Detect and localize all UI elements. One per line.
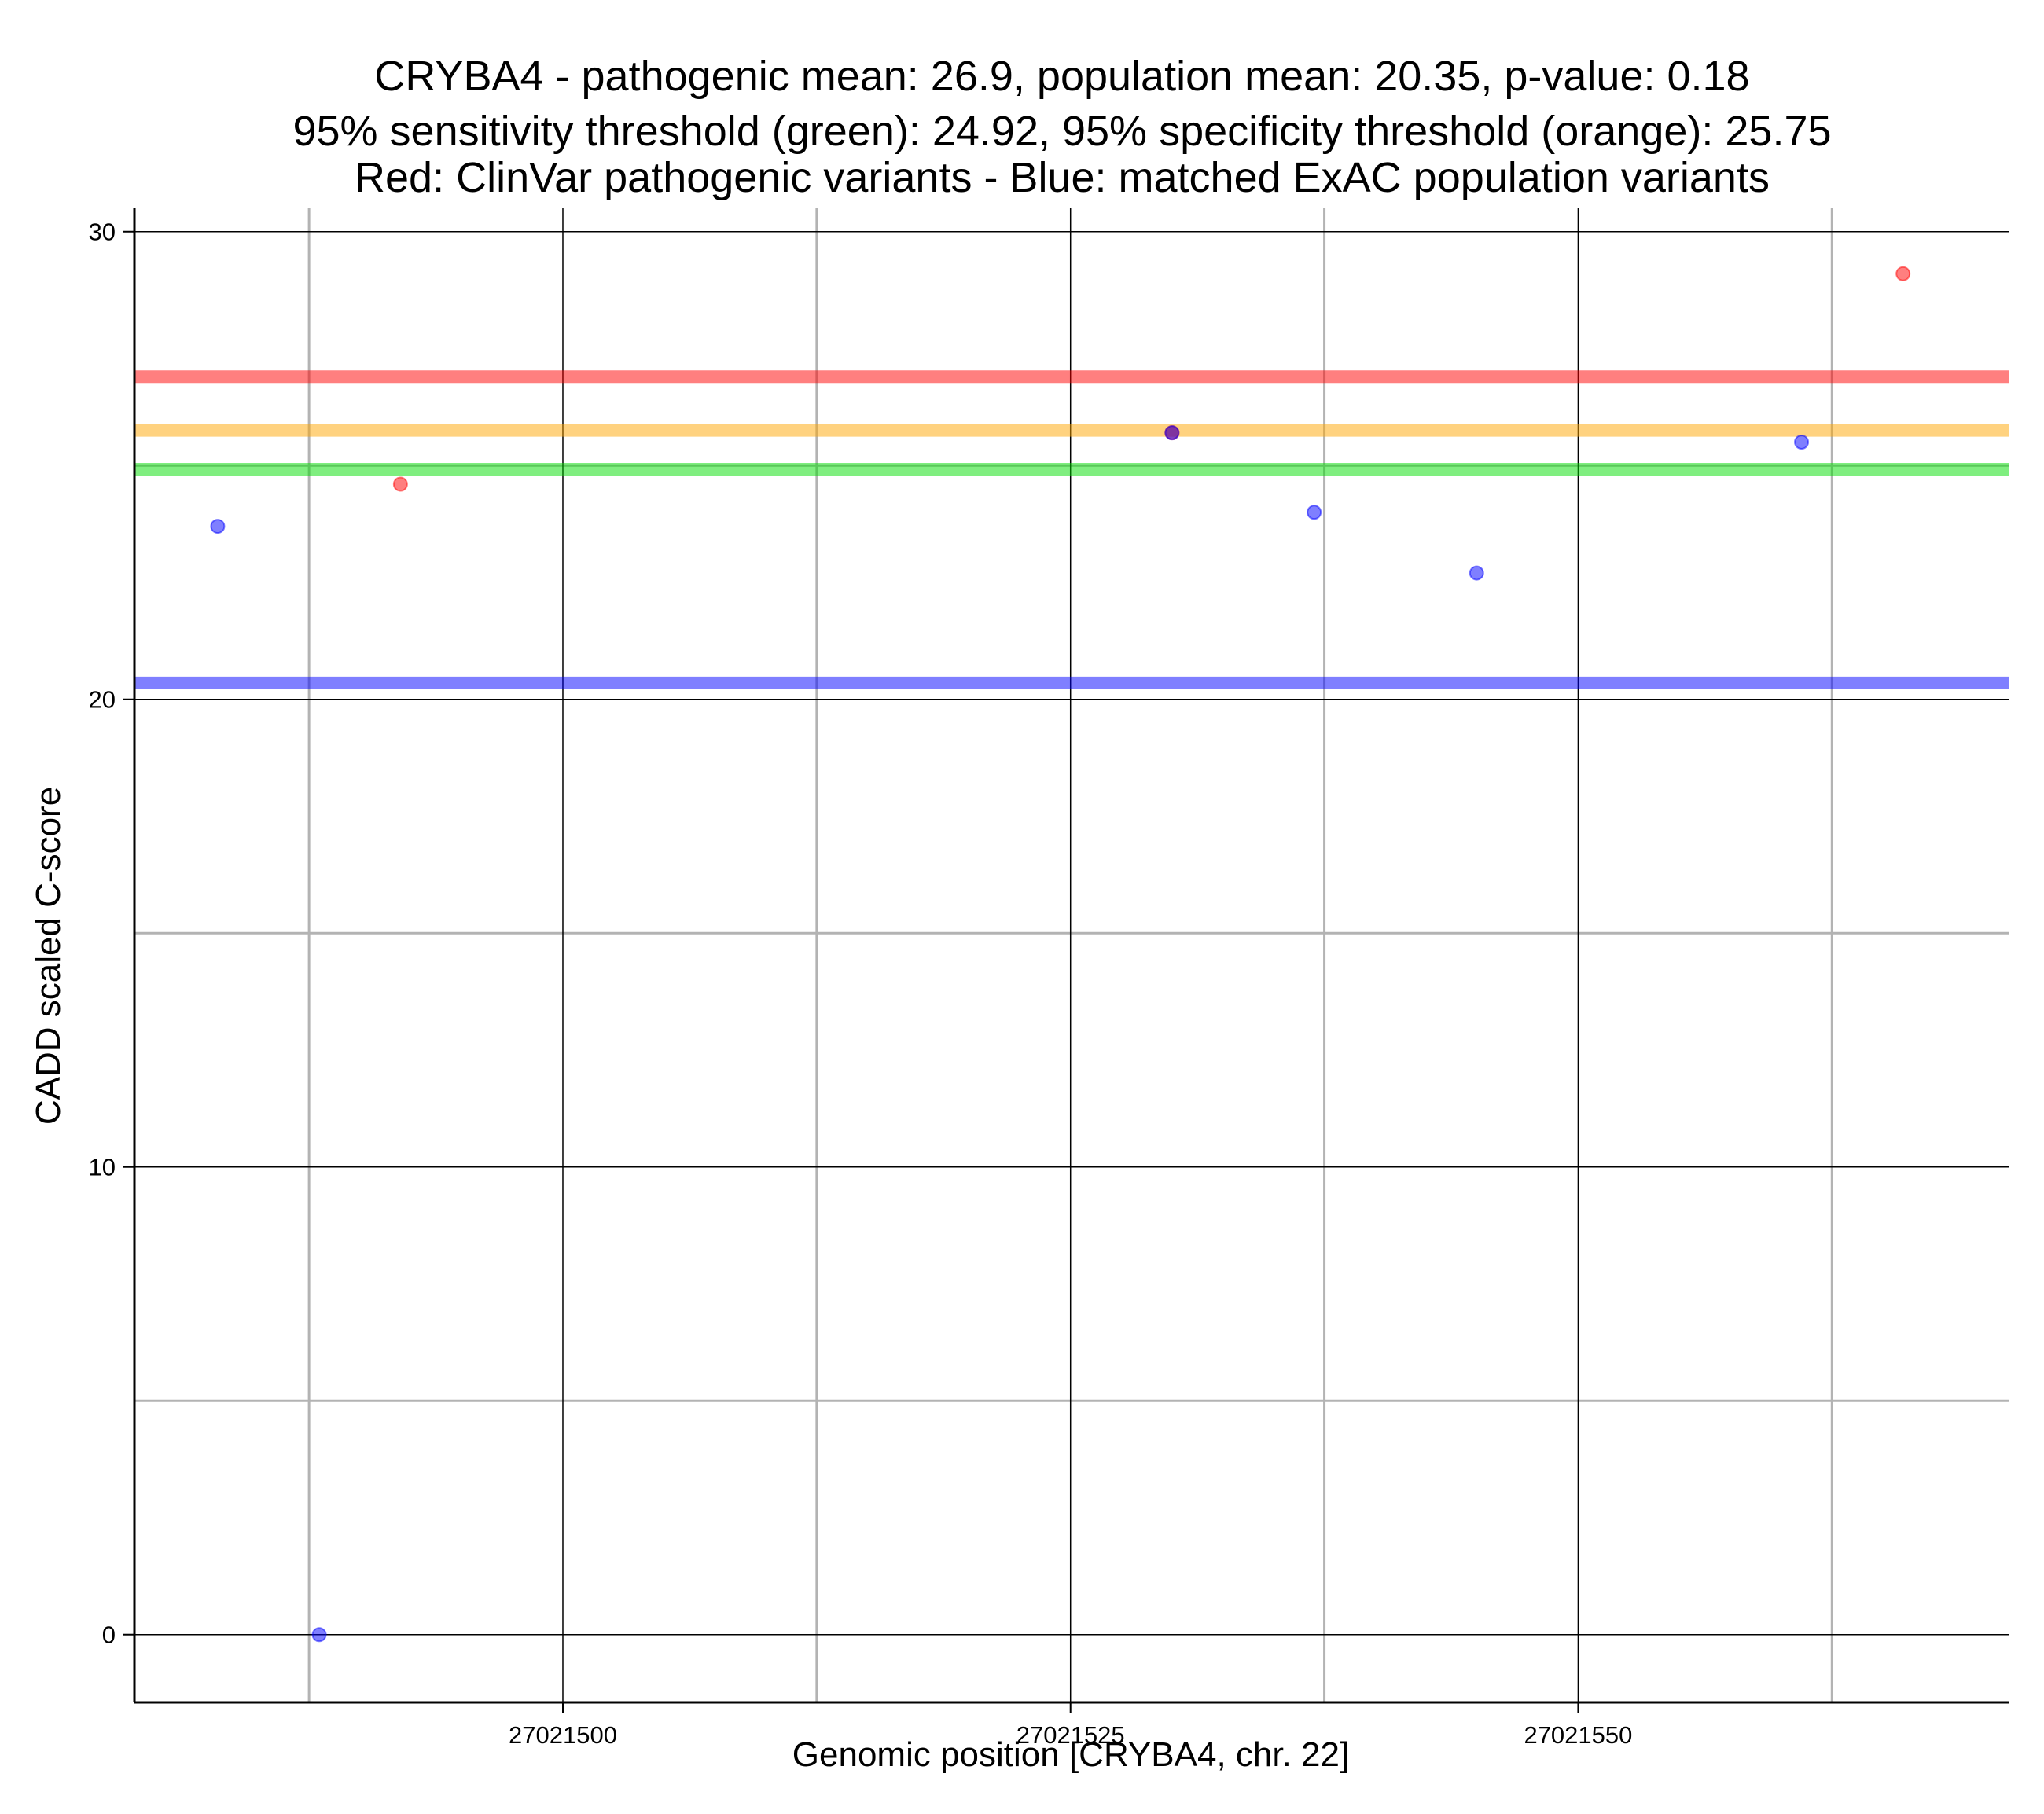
y-tick-label: 10	[89, 1154, 116, 1181]
data-point	[1895, 266, 1911, 281]
data-point	[210, 519, 226, 534]
y-axis-title: CADD scaled C-score	[29, 787, 68, 1125]
chart-title: CRYBA4 - pathogenic mean: 26.9, populati…	[292, 53, 1831, 201]
grid-lines	[134, 208, 2009, 1702]
x-tick-label: 27021500	[509, 1721, 617, 1749]
data-point	[1307, 505, 1322, 520]
data-point	[392, 476, 408, 492]
y-tick-label: 20	[89, 686, 116, 714]
chart-title-line-3: Red: ClinVar pathogenic variants - Blue:…	[355, 154, 1770, 201]
data-point	[1469, 565, 1484, 581]
x-tick-label: 27021525	[1016, 1721, 1125, 1749]
data-points	[210, 266, 1911, 1643]
y-tick-label: 30	[89, 218, 116, 246]
x-axis-title: Genomic position [CRYBA4, chr. 22]	[792, 1735, 1349, 1774]
data-point	[1164, 425, 1180, 441]
data-point	[1794, 434, 1810, 450]
y-ticks: 0 10 20 30	[89, 218, 134, 1649]
mean-threshold-lines	[134, 370, 2009, 689]
x-ticks: 27021500 27021525 27021550	[509, 1702, 1632, 1749]
chart-title-line-2: 95% sensitivity threshold (green): 24.92…	[292, 108, 1831, 155]
chart-title-line-1: CRYBA4 - pathogenic mean: 26.9, populati…	[374, 53, 1749, 100]
y-tick-label: 0	[102, 1621, 116, 1649]
x-tick-label: 27021550	[1524, 1721, 1632, 1749]
data-point	[311, 1627, 327, 1643]
